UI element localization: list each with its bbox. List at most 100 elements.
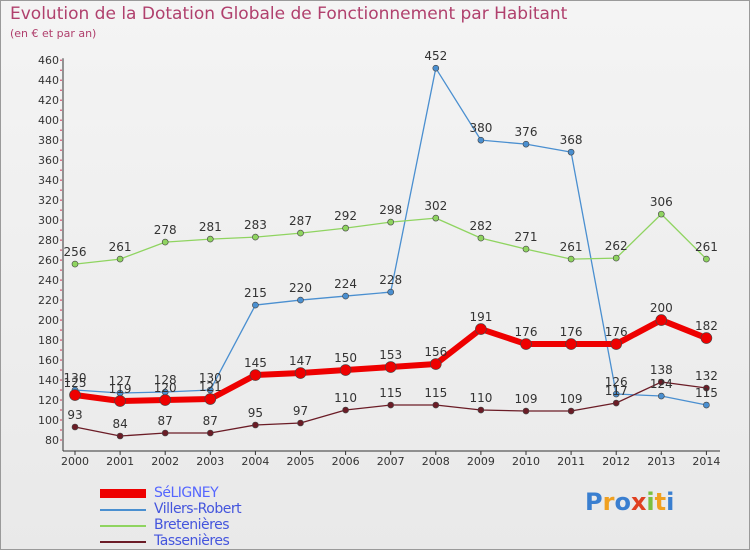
data-label-seligney: 120	[154, 381, 177, 395]
data-label-villers-robert: 124	[650, 377, 673, 391]
data-point-tassenieres	[161, 429, 169, 437]
data-point-tassenieres	[342, 406, 349, 414]
x-tick-label: 2005	[287, 455, 315, 468]
data-label-villers-robert: 452	[424, 49, 447, 63]
legend-label: Tassenières	[154, 533, 230, 549]
data-label-bretenieres: 306	[650, 195, 673, 209]
proxiti-logo: Proxiti	[585, 488, 674, 516]
y-tick-label: 320	[38, 194, 59, 207]
data-point-tassenieres	[252, 421, 259, 429]
data-label-tassenieres: 97	[293, 404, 308, 418]
data-point-tassenieres	[387, 401, 395, 409]
x-tick-label: 2000	[61, 455, 89, 468]
data-point-tassenieres	[612, 399, 620, 407]
data-point-villers-robert	[207, 386, 214, 394]
data-point-bretenieres	[161, 238, 169, 246]
data-label-villers-robert: 224	[334, 277, 357, 291]
logo-letter: i	[646, 488, 655, 516]
data-label-tassenieres: 110	[469, 391, 492, 405]
data-label-seligney: 176	[560, 325, 583, 339]
legend-item: Bretenières	[100, 517, 300, 533]
data-point-seligney	[475, 323, 487, 335]
data-point-seligney	[610, 338, 623, 350]
data-point-villers-robert	[387, 288, 395, 296]
y-tick-label: 300	[38, 214, 59, 227]
data-label-bretenieres: 262	[605, 239, 628, 253]
data-label-seligney: 182	[695, 319, 718, 333]
data-label-villers-robert: 380	[469, 121, 492, 135]
x-tick-label: 2003	[196, 455, 224, 468]
data-label-villers-robert: 368	[560, 133, 583, 147]
y-tick-label: 100	[38, 414, 59, 427]
data-point-bretenieres	[342, 224, 349, 232]
y-tick-label: 120	[38, 394, 59, 407]
data-point-tassenieres	[703, 384, 710, 392]
data-point-seligney	[429, 358, 442, 370]
y-tick-label: 420	[38, 94, 59, 107]
x-tick-label: 2006	[332, 455, 360, 468]
logo-letter: r	[602, 488, 615, 516]
data-label-tassenieres: 110	[334, 391, 357, 405]
data-label-tassenieres: 95	[248, 406, 263, 420]
data-label-tassenieres: 115	[379, 386, 402, 400]
data-label-villers-robert: 130	[64, 371, 87, 385]
x-tick-label: 2014	[692, 455, 720, 468]
data-point-villers-robert	[703, 401, 710, 409]
data-label-villers-robert: 126	[605, 375, 628, 389]
data-point-seligney	[384, 361, 397, 373]
y-tick-label: 440	[38, 74, 59, 87]
data-point-seligney	[565, 338, 577, 350]
data-label-bretenieres: 281	[199, 220, 222, 234]
y-tick-label: 140	[38, 374, 59, 387]
data-label-bretenieres: 261	[109, 240, 132, 254]
data-point-villers-robert	[477, 136, 485, 144]
chart-subtitle: (en € et par an)	[10, 27, 97, 40]
x-tick-label: 2013	[647, 455, 675, 468]
data-label-tassenieres: 117	[605, 384, 628, 398]
data-label-seligney: 191	[469, 310, 492, 324]
data-point-tassenieres	[657, 378, 665, 386]
data-point-bretenieres	[612, 254, 620, 262]
data-point-tassenieres	[522, 407, 530, 415]
data-point-tassenieres	[207, 429, 214, 437]
data-label-bretenieres: 282	[469, 219, 492, 233]
data-label-seligney: 153	[379, 348, 402, 362]
data-point-seligney	[294, 367, 307, 379]
y-tick-label: 160	[38, 354, 59, 367]
data-label-villers-robert: 130	[199, 371, 222, 385]
y-tick-label: 360	[38, 154, 59, 167]
data-label-seligney: 119	[109, 382, 132, 396]
data-point-bretenieres	[522, 245, 530, 253]
data-label-bretenieres: 261	[695, 240, 718, 254]
data-label-tassenieres: 138	[650, 363, 673, 377]
data-point-bretenieres	[207, 235, 214, 243]
data-point-bretenieres	[71, 260, 79, 268]
data-label-villers-robert: 215	[244, 286, 267, 300]
data-point-bretenieres	[657, 210, 665, 218]
y-tick-label: 80	[45, 434, 59, 447]
data-point-tassenieres	[116, 432, 124, 440]
data-point-tassenieres	[567, 407, 575, 415]
y-tick-label: 260	[38, 254, 59, 267]
data-label-bretenieres: 292	[334, 209, 357, 223]
data-label-tassenieres: 109	[515, 392, 538, 406]
data-point-bretenieres	[387, 218, 395, 226]
data-label-tassenieres: 109	[560, 392, 583, 406]
data-point-tassenieres	[432, 401, 440, 409]
data-label-bretenieres: 298	[379, 203, 402, 217]
data-label-bretenieres: 287	[289, 214, 312, 228]
data-point-villers-robert	[297, 296, 304, 304]
legend-item: Villers-Robert	[100, 501, 300, 517]
x-tick-label: 2012	[602, 455, 630, 468]
data-label-villers-robert: 376	[515, 125, 538, 139]
legend-swatch	[100, 525, 146, 527]
data-point-villers-robert	[657, 392, 665, 400]
data-point-bretenieres	[477, 234, 485, 242]
x-tick-label: 2001	[106, 455, 134, 468]
y-tick-label: 240	[38, 274, 59, 287]
data-label-tassenieres: 93	[67, 408, 82, 422]
y-tick-label: 220	[38, 294, 59, 307]
y-tick-label: 340	[38, 174, 59, 187]
legend-label: SéLIGNEY	[154, 485, 219, 501]
data-point-seligney	[520, 338, 532, 350]
